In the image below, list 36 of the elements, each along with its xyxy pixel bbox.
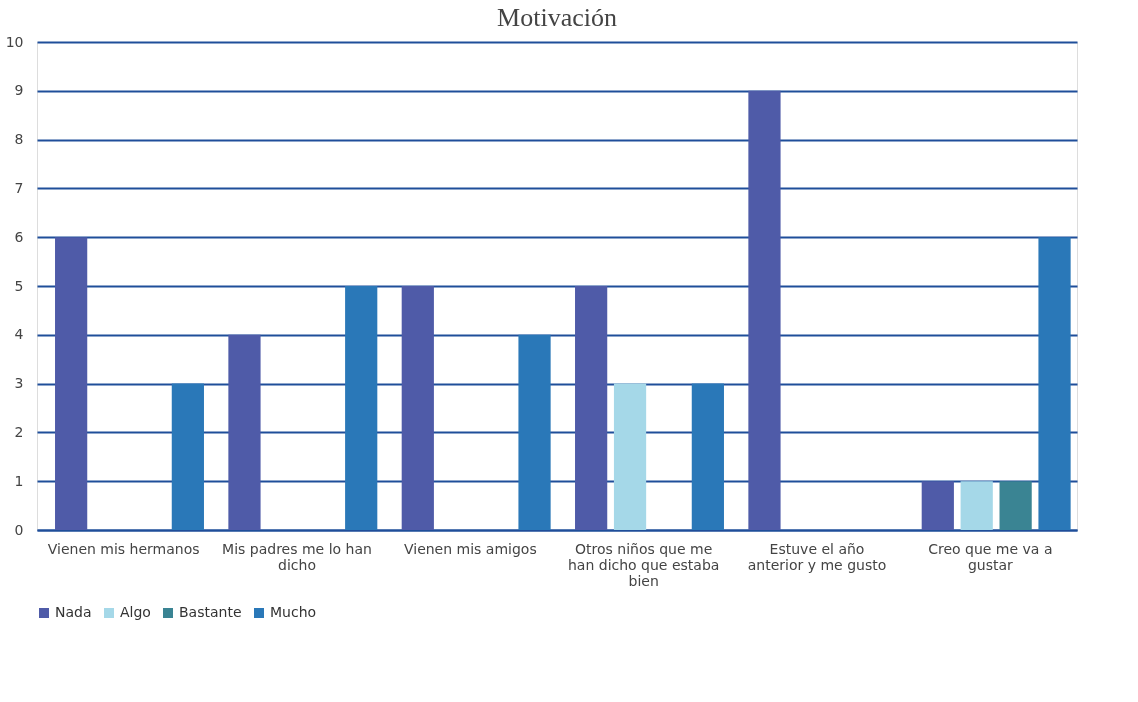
- y-tick-label: 2: [14, 423, 24, 440]
- y-tick-label: 10: [5, 33, 24, 50]
- chart-title: Motivación: [497, 3, 617, 32]
- x-tick-label: Creo que me va a gustar: [928, 540, 1053, 573]
- x-tick-label: Estuve el año anterior y me gusto: [747, 540, 887, 573]
- bar: [55, 237, 88, 530]
- legend-label: Mucho: [270, 604, 317, 620]
- y-tick-label: 0: [14, 521, 24, 538]
- y-tick-label: 7: [14, 179, 24, 196]
- x-tick-label: Otros niños que me han dicho que estaba bien: [567, 540, 720, 589]
- legend-label: Algo: [120, 604, 151, 620]
- legend-label: Nada: [55, 604, 92, 620]
- x-tick-label: Mis padres me lo han dicho: [222, 540, 372, 573]
- bar: [921, 481, 954, 530]
- bar: [613, 383, 647, 530]
- bar: [401, 286, 434, 530]
- bar: [748, 90, 781, 530]
- y-tick-label: 6: [14, 228, 24, 245]
- bar: [171, 383, 204, 530]
- bar: [999, 481, 1032, 530]
- bar: [345, 286, 378, 530]
- bar: [1038, 237, 1071, 530]
- y-tick-label: 5: [14, 277, 24, 294]
- x-tick-label: Vienen mis amigos: [403, 540, 537, 557]
- y-tick-label: 9: [14, 82, 24, 99]
- y-tick-label: 4: [14, 326, 24, 343]
- legend-label: Bastante: [179, 604, 242, 620]
- y-tick-label: 3: [14, 375, 24, 392]
- bar: [518, 334, 551, 530]
- bar: [691, 383, 724, 530]
- x-tick-label: Vienen mis hermanos: [47, 540, 200, 557]
- bar: [228, 334, 261, 530]
- y-tick-label: 8: [14, 131, 24, 148]
- bar: [575, 286, 608, 530]
- bar: [960, 481, 993, 530]
- y-tick-label: 1: [14, 472, 24, 489]
